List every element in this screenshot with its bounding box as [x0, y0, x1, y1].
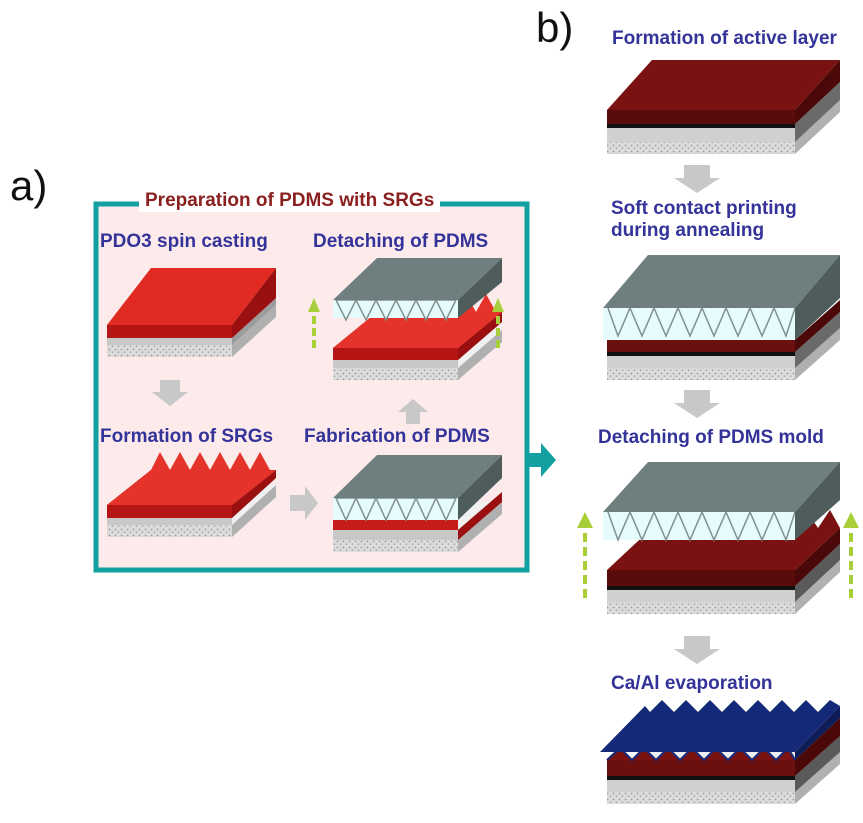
- step-label-soft-contact-2: during annealing: [611, 220, 765, 241]
- step-label-detaching-mold: Detaching of PDMS mold: [598, 427, 824, 448]
- lift-arrow-left-a: [308, 298, 320, 348]
- panel-connector-arrow: [527, 443, 556, 477]
- panel-a-label: a): [10, 162, 48, 209]
- step-label-ca-al-evaporation: Ca/Al evaporation: [611, 673, 773, 694]
- lift-arrow-right-b: [843, 512, 859, 598]
- arrow-right-a: [290, 486, 318, 520]
- pdms-fabrication-stack: [333, 455, 502, 552]
- step-label-fabrication-pdms: Fabrication of PDMS: [304, 426, 490, 447]
- soft-contact-stack: [603, 255, 840, 380]
- box-title: Preparation of PDMS with SRGs: [139, 190, 441, 212]
- step-label-active-layer: Formation of active layer: [612, 28, 837, 49]
- step-label-formation-srgs: Formation of SRGs: [100, 426, 274, 447]
- arrow-down-a: [152, 380, 188, 406]
- srg-stack: [107, 452, 276, 537]
- panel-b-label: b): [536, 4, 574, 51]
- step-label-soft-contact-1: Soft contact printing: [611, 198, 797, 219]
- arrow-down-b2: [674, 390, 720, 418]
- step-label-spin-casting: PDO3 spin casting: [100, 231, 268, 252]
- step-label-detaching-pdms: Detaching of PDMS: [313, 231, 489, 252]
- spin-cast-stack: [107, 268, 276, 357]
- lift-arrow-right-a: [492, 298, 504, 348]
- evaporation-stack: [600, 700, 840, 804]
- active-layer-stack: [607, 60, 840, 154]
- arrow-down-b1: [674, 165, 720, 193]
- lift-arrow-left-b: [577, 512, 593, 598]
- pdms-detach-stack-b: [603, 462, 840, 614]
- arrow-down-b3: [674, 636, 720, 664]
- pdms-detach-stack-a: [333, 258, 502, 380]
- arrow-up-a: [398, 399, 428, 424]
